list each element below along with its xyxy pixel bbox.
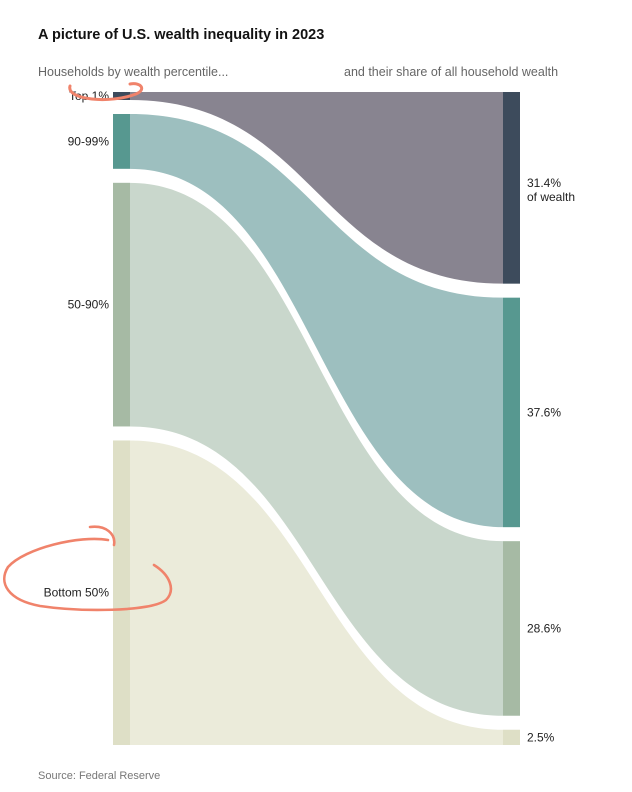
right-node-90-99 (503, 297, 520, 528)
flow-bottom-50 (130, 440, 503, 745)
right-label-top-1: 31.4% (527, 176, 561, 190)
flow-top-1 (130, 92, 503, 284)
annotation-circle-top (68, 82, 144, 102)
flow-90-99 (130, 114, 503, 528)
right-label-bottom-50: 2.5% (527, 730, 555, 744)
right-label-90-99: 37.6% (527, 405, 561, 419)
annotations-layer (3, 82, 173, 612)
left-column-subtitle: Households by wealth percentile... (38, 65, 229, 79)
left-label-50-90: 50-90% (68, 298, 110, 312)
right-label-50-90: 28.6% (527, 621, 561, 635)
right-label-top-1-line2: of wealth (527, 190, 575, 204)
flow-50-90 (130, 182, 503, 716)
source-note: Source: Federal Reserve (38, 770, 161, 782)
right-node-bottom-50 (503, 729, 520, 745)
left-node-90-99 (113, 114, 130, 169)
right-node-50-90 (503, 541, 520, 716)
labels-layer: Top 1%31.4%of wealth90-99%37.6%50-90%28.… (44, 89, 575, 744)
left-node-top-1 (113, 92, 130, 100)
left-node-bottom-50 (113, 440, 130, 745)
nodes-layer (113, 92, 520, 745)
chart-title: A picture of U.S. wealth inequality in 2… (38, 27, 325, 43)
right-column-subtitle: and their share of all household wealth (344, 65, 559, 79)
left-label-bottom-50: Bottom 50% (44, 586, 110, 600)
annotation-circle-bottom (3, 525, 173, 612)
left-label-90-99: 90-99% (68, 134, 110, 148)
right-node-top-1 (503, 92, 520, 284)
flows-layer (130, 92, 503, 745)
left-node-50-90 (113, 182, 130, 427)
